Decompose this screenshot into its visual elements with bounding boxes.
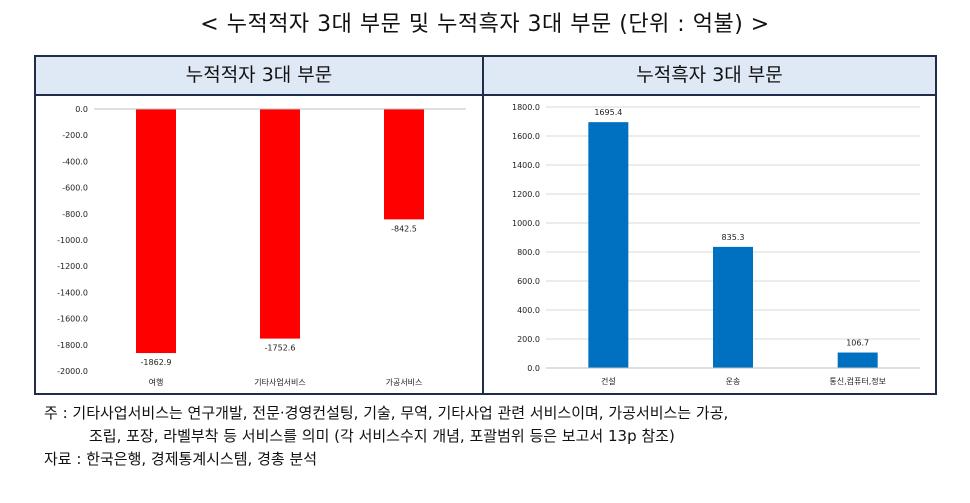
data-label: -842.5 bbox=[391, 224, 417, 233]
surplus-panel: 누적흑자 3대 부문 1800.0 1600.0 1400.0 1200.0 1000.… bbox=[484, 57, 935, 393]
data-label: 1695.4 bbox=[594, 108, 622, 117]
category-label: 건설 bbox=[601, 376, 616, 386]
y-tick-label: 800.0 bbox=[517, 248, 540, 257]
charts-frame: 누적적자 3대 부문 0.0 -200.0 -400.0 -600.0 -800.0 -1… bbox=[34, 55, 937, 395]
y-tick-label: -2000.0 bbox=[57, 367, 88, 376]
y-tick-label: 1400.0 bbox=[512, 161, 540, 170]
deficit-chart: 0.0 -200.0 -400.0 -600.0 -800.0 -1000.0 -1200.… bbox=[57, 105, 466, 387]
bar bbox=[713, 246, 753, 368]
y-tick-label: -800.0 bbox=[62, 210, 88, 219]
note-line-1: 주 : 기타사업서비스는 연구개발, 전문·경영컨설팅, 기술, 무역, 기타사… bbox=[44, 404, 729, 422]
deficit-panel-title: 누적적자 3대 부문 bbox=[36, 57, 482, 96]
y-tick-label: 1800.0 bbox=[512, 103, 540, 112]
y-tick-label: 400.0 bbox=[517, 306, 540, 315]
category-label: 가공서비스 bbox=[386, 378, 423, 387]
y-tick-label: 0.0 bbox=[75, 105, 88, 114]
y-tick-label: 1200.0 bbox=[512, 190, 540, 199]
y-tick-label: -1800.0 bbox=[57, 341, 88, 350]
data-label: 835.3 bbox=[722, 233, 745, 242]
surplus-chart: 1800.0 1600.0 1400.0 1200.0 1000.0 800.0 600.0… bbox=[512, 103, 920, 386]
y-tick-label: -1000.0 bbox=[57, 236, 88, 245]
deficit-panel: 누적적자 3대 부문 0.0 -200.0 -400.0 -600.0 -800.0 -1… bbox=[36, 57, 484, 393]
y-tick-label: 600.0 bbox=[517, 277, 540, 286]
y-tick-label: -600.0 bbox=[62, 184, 88, 193]
page-title: < 누적적자 3대 부문 및 누적흑자 3대 부문 (단위 : 억불) > bbox=[200, 12, 770, 37]
data-label: 106.7 bbox=[846, 339, 869, 348]
y-tick-label: 1600.0 bbox=[512, 132, 540, 141]
bar bbox=[588, 122, 629, 369]
bar bbox=[384, 109, 424, 220]
category-label: 통신,컴퓨터,정보 bbox=[829, 376, 886, 386]
bar bbox=[837, 352, 878, 368]
category-label: 기타사업서비스 bbox=[254, 378, 306, 387]
y-tick-label: 200.0 bbox=[517, 335, 540, 344]
y-tick-label: -1600.0 bbox=[57, 315, 88, 324]
data-label: -1752.6 bbox=[265, 344, 296, 353]
data-label: -1862.9 bbox=[141, 358, 172, 367]
surplus-panel-title: 누적흑자 3대 부문 bbox=[484, 57, 935, 96]
category-label: 운송 bbox=[726, 377, 741, 386]
note-line-2: 조립, 포장, 라벨부착 등 서비스를 의미 (각 서비스수지 개념, 포괄범위… bbox=[89, 427, 675, 445]
bar bbox=[260, 109, 300, 339]
y-tick-label: -200.0 bbox=[62, 131, 88, 140]
bar bbox=[136, 109, 176, 354]
y-tick-label: -1400.0 bbox=[57, 288, 88, 297]
source-line: 자료 : 한국은행, 경제통계시스템, 경총 분석 bbox=[44, 450, 318, 468]
y-tick-label: -400.0 bbox=[62, 157, 88, 166]
y-tick-label: -1200.0 bbox=[57, 262, 88, 271]
y-tick-label: 0.0 bbox=[527, 364, 540, 373]
y-tick-label: 1000.0 bbox=[512, 219, 540, 228]
footnotes: 주 : 기타사업서비스는 연구개발, 전문·경영컨설팅, 기술, 무역, 기타사… bbox=[44, 402, 944, 471]
category-label: 여행 bbox=[149, 377, 164, 387]
